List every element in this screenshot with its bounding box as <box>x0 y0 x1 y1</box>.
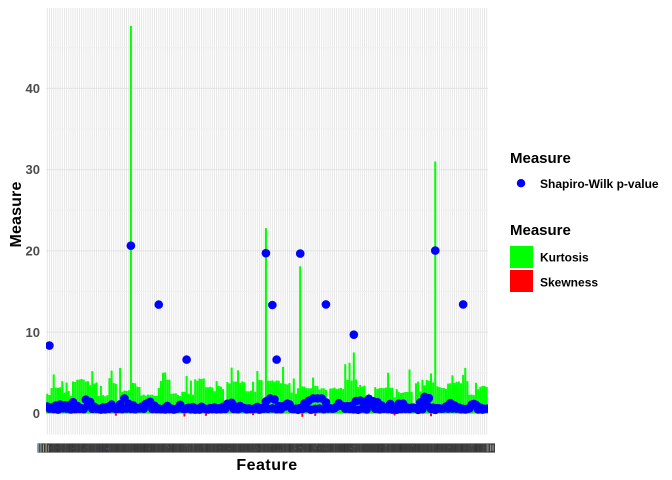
svg-text:Measure: Measure <box>8 182 25 248</box>
svg-text:30: 30 <box>26 162 40 177</box>
svg-text:Shapiro-Wilk p-value: Shapiro-Wilk p-value <box>540 177 659 191</box>
svg-text:Feature: Feature <box>236 457 297 474</box>
svg-text:0: 0 <box>33 406 40 421</box>
svg-text:Measure: Measure <box>510 150 571 167</box>
svg-text:40: 40 <box>26 81 40 96</box>
svg-text:Skewness: Skewness <box>540 276 598 290</box>
svg-text:20: 20 <box>26 244 40 259</box>
svg-text:10: 10 <box>26 325 40 340</box>
svg-text:Measure: Measure <box>510 222 571 239</box>
svg-text:Kurtosis: Kurtosis <box>540 251 589 265</box>
